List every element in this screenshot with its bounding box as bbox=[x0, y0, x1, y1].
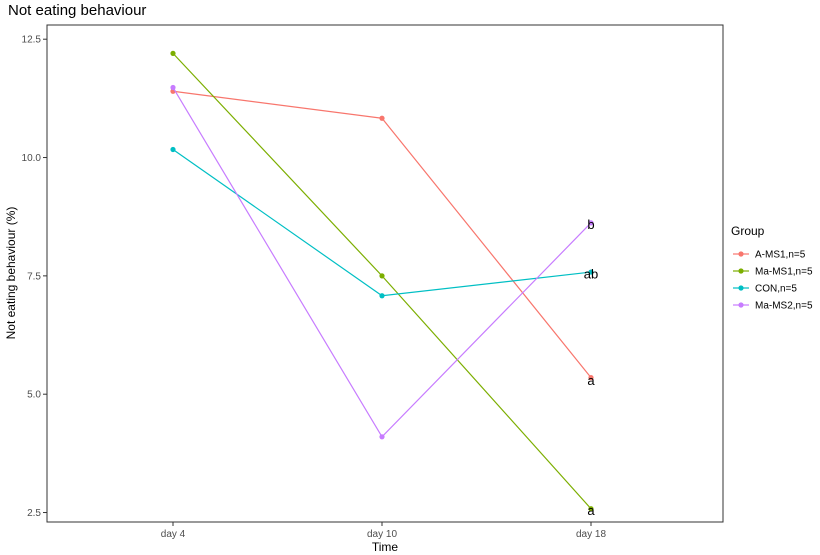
legend-item: Ma-MS2,n=5 bbox=[733, 301, 813, 312]
y-tick-label: 2.5 bbox=[27, 508, 41, 519]
data-point bbox=[588, 220, 594, 226]
x-tick-label: day 10 bbox=[367, 529, 397, 540]
legend-key-point bbox=[738, 268, 744, 274]
significance-label: ab bbox=[584, 267, 598, 282]
legend-label: Ma-MS1,n=5 bbox=[755, 267, 813, 278]
legend-title: Group bbox=[731, 224, 765, 238]
legend-label: CON,n=5 bbox=[755, 284, 797, 295]
y-tick-label: 5.0 bbox=[27, 390, 41, 401]
x-tick-label: day 18 bbox=[576, 529, 606, 540]
y-tick-label: 10.0 bbox=[22, 153, 42, 164]
legend-label: A-MS1,n=5 bbox=[755, 250, 806, 261]
x-axis: day 4 day 10 day 18 bbox=[161, 522, 606, 540]
series-ma-ms2 bbox=[170, 84, 594, 440]
data-point bbox=[588, 269, 594, 275]
y-axis-title: Not eating behaviour (%) bbox=[4, 207, 18, 340]
data-point bbox=[170, 50, 176, 57]
legend-key-point bbox=[738, 251, 744, 257]
significance-label: a bbox=[587, 373, 595, 388]
x-axis-title: Time bbox=[372, 540, 399, 554]
legend: Group A-MS1,n=5 Ma-MS1,n=5 CON,n=5 Ma-MS2,n… bbox=[731, 224, 813, 312]
series-ma-ms1 bbox=[170, 50, 594, 512]
legend-key-point bbox=[738, 285, 744, 291]
series-layer bbox=[170, 50, 594, 512]
series-a-ms1 bbox=[170, 88, 594, 381]
plot-panel bbox=[46, 24, 724, 523]
data-point bbox=[588, 506, 594, 512]
x-tick-label: day 4 bbox=[161, 529, 186, 540]
data-point bbox=[379, 434, 385, 440]
chart-title: Not eating behaviour bbox=[8, 2, 146, 19]
legend-label: Ma-MS2,n=5 bbox=[755, 301, 813, 312]
data-point bbox=[588, 375, 594, 381]
y-tick-label: 12.5 bbox=[22, 35, 42, 46]
legend-key-point bbox=[738, 302, 744, 308]
data-point bbox=[379, 273, 385, 279]
legend-item: CON,n=5 bbox=[733, 284, 797, 295]
data-point bbox=[170, 84, 176, 91]
data-point bbox=[379, 115, 385, 121]
significance-label: b bbox=[587, 217, 594, 232]
significance-label: a bbox=[587, 503, 595, 518]
data-point bbox=[170, 146, 176, 153]
y-tick-label: 7.5 bbox=[27, 271, 41, 282]
legend-item: Ma-MS1,n=5 bbox=[733, 267, 813, 278]
annotation-layer: b ab a a bbox=[584, 217, 598, 518]
y-axis: 2.5 5.0 7.5 10.0 12.5 bbox=[22, 35, 47, 519]
series-con bbox=[170, 146, 594, 299]
legend-item: A-MS1,n=5 bbox=[733, 250, 806, 261]
data-point bbox=[379, 293, 385, 299]
